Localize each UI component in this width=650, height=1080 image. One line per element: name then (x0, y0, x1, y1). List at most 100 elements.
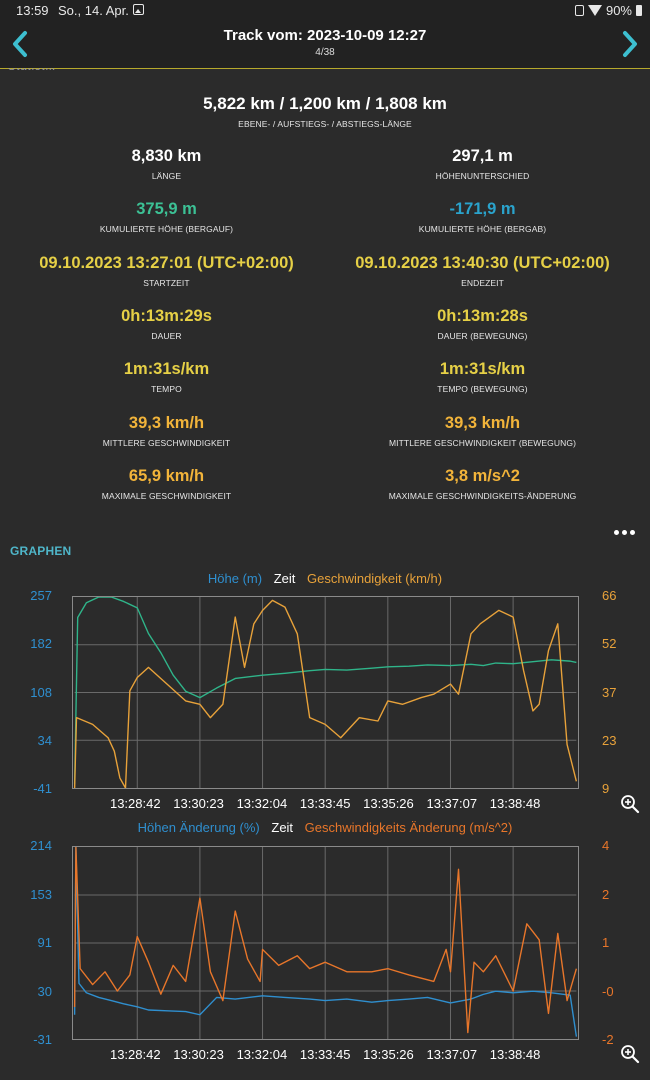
stat-value: 3,8 m/s^2 (445, 466, 520, 485)
stat-label: TEMPO (151, 384, 182, 395)
y-left-tick-label: 30 (37, 983, 52, 999)
x-tick-label: 13:32:04 (236, 796, 288, 811)
y-right-tick-label: -0 (602, 983, 614, 999)
more-options-icon[interactable] (614, 530, 638, 536)
stat-label: MAXIMALE GESCHWINDIGKEIT (101, 490, 232, 501)
image-icon (133, 4, 144, 15)
legend-speed[interactable]: Geschwindigkeit (km/h) (307, 571, 443, 586)
elevation-speed-chart: Höhe (m) Zeit Geschwindigkeit (km/h) 13:… (0, 566, 650, 818)
stat-label: MITTLERE GESCHWINDIGKEIT (102, 437, 231, 448)
series-line-1 (73, 847, 578, 1034)
y-left-tick-label: -41 (33, 781, 52, 796)
zoom-icon[interactable] (620, 1044, 640, 1064)
x-tick-label: 13:35:26 (363, 796, 414, 811)
status-date: So., 14. Apr. (58, 3, 129, 18)
y-left-tick-label: 182 (30, 636, 52, 652)
stat-value: 09.10.2023 13:40:30 (UTC+02:00) (355, 253, 610, 272)
y-left-tick-label: 91 (37, 935, 52, 950)
legend-elevation[interactable]: Höhe (m) (207, 571, 263, 586)
chevron-right-icon[interactable] (616, 28, 644, 60)
y-right-tick-label: 37 (602, 684, 617, 700)
legend-time[interactable]: Zeit (273, 571, 296, 586)
stat-value: 297,1 m (452, 147, 513, 165)
grade-acceleration-chart: Höhen Änderung (%) Zeit Geschwindigkeits… (0, 814, 650, 1076)
legend-acceleration[interactable]: Geschwindigkeits Änderung (m/s^2) (304, 820, 513, 835)
x-tick-label: 13:37:07 (426, 1047, 478, 1062)
y-right-tick-label: 1 (602, 935, 610, 950)
stat-label: ENDEZEIT (461, 277, 504, 288)
chart1-plot[interactable] (72, 596, 579, 789)
stat-value: -171,9 m (449, 200, 516, 219)
battery-icon (636, 5, 642, 16)
graphs-title: GRAPHEN (10, 544, 72, 558)
stat-item: 65,9 km/h MAXIMALE GESCHWINDIGKEIT (0, 467, 333, 501)
stat-item: 0h:13m:28s DAUER (BEWEGUNG) (316, 307, 649, 341)
stat-label: TEMPO (BEWEGUNG) (437, 384, 528, 395)
stat-value: 0h:13m:29s (121, 306, 212, 325)
chart2-plot[interactable] (72, 846, 579, 1040)
series-line-0 (73, 597, 577, 785)
stat-item: 39,3 km/h MITTLERE GESCHWINDIGKEIT (BEWEG… (316, 414, 649, 448)
stat-value: 8,830 km (131, 147, 202, 165)
x-tick-label: 13:30:23 (173, 1047, 224, 1062)
stat-label: STARTZEIT (143, 277, 190, 288)
y-left-tick-label: 257 (30, 588, 52, 603)
y-left-tick-label: 108 (30, 684, 52, 700)
x-tick-label: 13:38:48 (489, 796, 541, 811)
stat-item: 375,9 m KUMULIERTE HÖHE (BERGAUF) (0, 200, 333, 234)
y-right-tick-label: 4 (602, 838, 610, 853)
zoom-icon[interactable] (620, 794, 640, 814)
stat-value: 375,9 m (136, 200, 197, 219)
status-icons: 90% (574, 3, 642, 18)
stat-label: LÄNGE (151, 171, 182, 181)
y-right-tick-label: 9 (602, 781, 610, 796)
chart2-legend: Höhen Änderung (%) Zeit Geschwindigkeits… (0, 820, 650, 835)
y-left-tick-label: 153 (30, 886, 52, 902)
y-left-tick-label: -31 (33, 1032, 52, 1047)
stat-item: 3,8 m/s^2 MAXIMALE GESCHWINDIGKEITS-ÄNDER… (316, 467, 649, 501)
stat-label: MITTLERE GESCHWINDIGKEIT (BEWEGUNG) (388, 437, 577, 448)
track-header: Track vom: 2023-10-09 12:27 4/38 (0, 20, 650, 69)
x-tick-label: 13:33:45 (299, 1047, 351, 1062)
y-right-tick-label: -2 (602, 1032, 614, 1047)
y-left-tick-label: 34 (37, 732, 52, 748)
stat-item: 39,3 km/h MITTLERE GESCHWINDIGKEIT (0, 414, 333, 448)
lengths-stat: 5,822 km / 1,200 km / 1,808 km EBENE- / … (0, 94, 650, 129)
stat-label: DAUER (BEWEGUNG) (437, 330, 528, 341)
stat-item: 297,1 m HÖHENUNTERSCHIED (316, 147, 649, 181)
status-bar: 13:59 So., 14. Apr. 90% (0, 0, 650, 20)
stat-item: -171,9 m KUMULIERTE HÖHE (BERGAB) (316, 200, 649, 234)
x-tick-label: 13:37:07 (426, 796, 478, 811)
x-tick-label: 13:35:26 (363, 1047, 414, 1062)
stat-item: 09.10.2023 13:40:30 (UTC+02:00) ENDEZEIT (316, 254, 649, 288)
y-right-tick-label: 66 (602, 588, 617, 603)
lengths-label: EBENE- / AUFSTIEGS- / ABSTIEGS-LÄNGE (238, 119, 412, 129)
stat-label: HÖHENUNTERSCHIED (435, 171, 530, 181)
x-tick-label: 13:38:48 (489, 1047, 541, 1062)
x-tick-label: 13:28:42 (109, 1047, 161, 1062)
series-line-0 (73, 847, 578, 1037)
stat-value: 09.10.2023 13:27:01 (UTC+02:00) (39, 253, 294, 272)
stat-item: 1m:31s/km TEMPO (0, 360, 333, 394)
y-right-tick-label: 23 (602, 732, 617, 748)
stat-value: 39,3 km/h (444, 413, 521, 432)
x-tick-label: 13:32:04 (236, 1047, 288, 1062)
series-line-1 (73, 599, 578, 788)
y-right-tick-label: 52 (602, 636, 617, 652)
legend-time[interactable]: Zeit (271, 820, 294, 835)
x-tick-label: 13:30:23 (173, 796, 224, 811)
chevron-left-icon[interactable] (6, 28, 34, 60)
x-tick-label: 13:28:42 (109, 796, 161, 811)
stat-value: 1m:31s/km (439, 360, 526, 379)
stat-item: 8,830 km LÄNGE (0, 147, 333, 181)
y-left-tick-label: 214 (30, 838, 52, 853)
y-right-tick-label: 2 (602, 886, 610, 902)
partially-hidden-heading: Statistik (8, 68, 80, 74)
stat-item: 1m:31s/km TEMPO (BEWEGUNG) (316, 360, 649, 394)
wifi-icon (587, 5, 602, 16)
stat-item: 0h:13m:29s DAUER (0, 307, 333, 341)
status-time: 13:59 (16, 3, 49, 18)
battery-percent: 90% (605, 3, 632, 18)
legend-grade[interactable]: Höhen Änderung (%) (137, 820, 260, 835)
stat-value: 0h:13m:28s (437, 306, 528, 325)
